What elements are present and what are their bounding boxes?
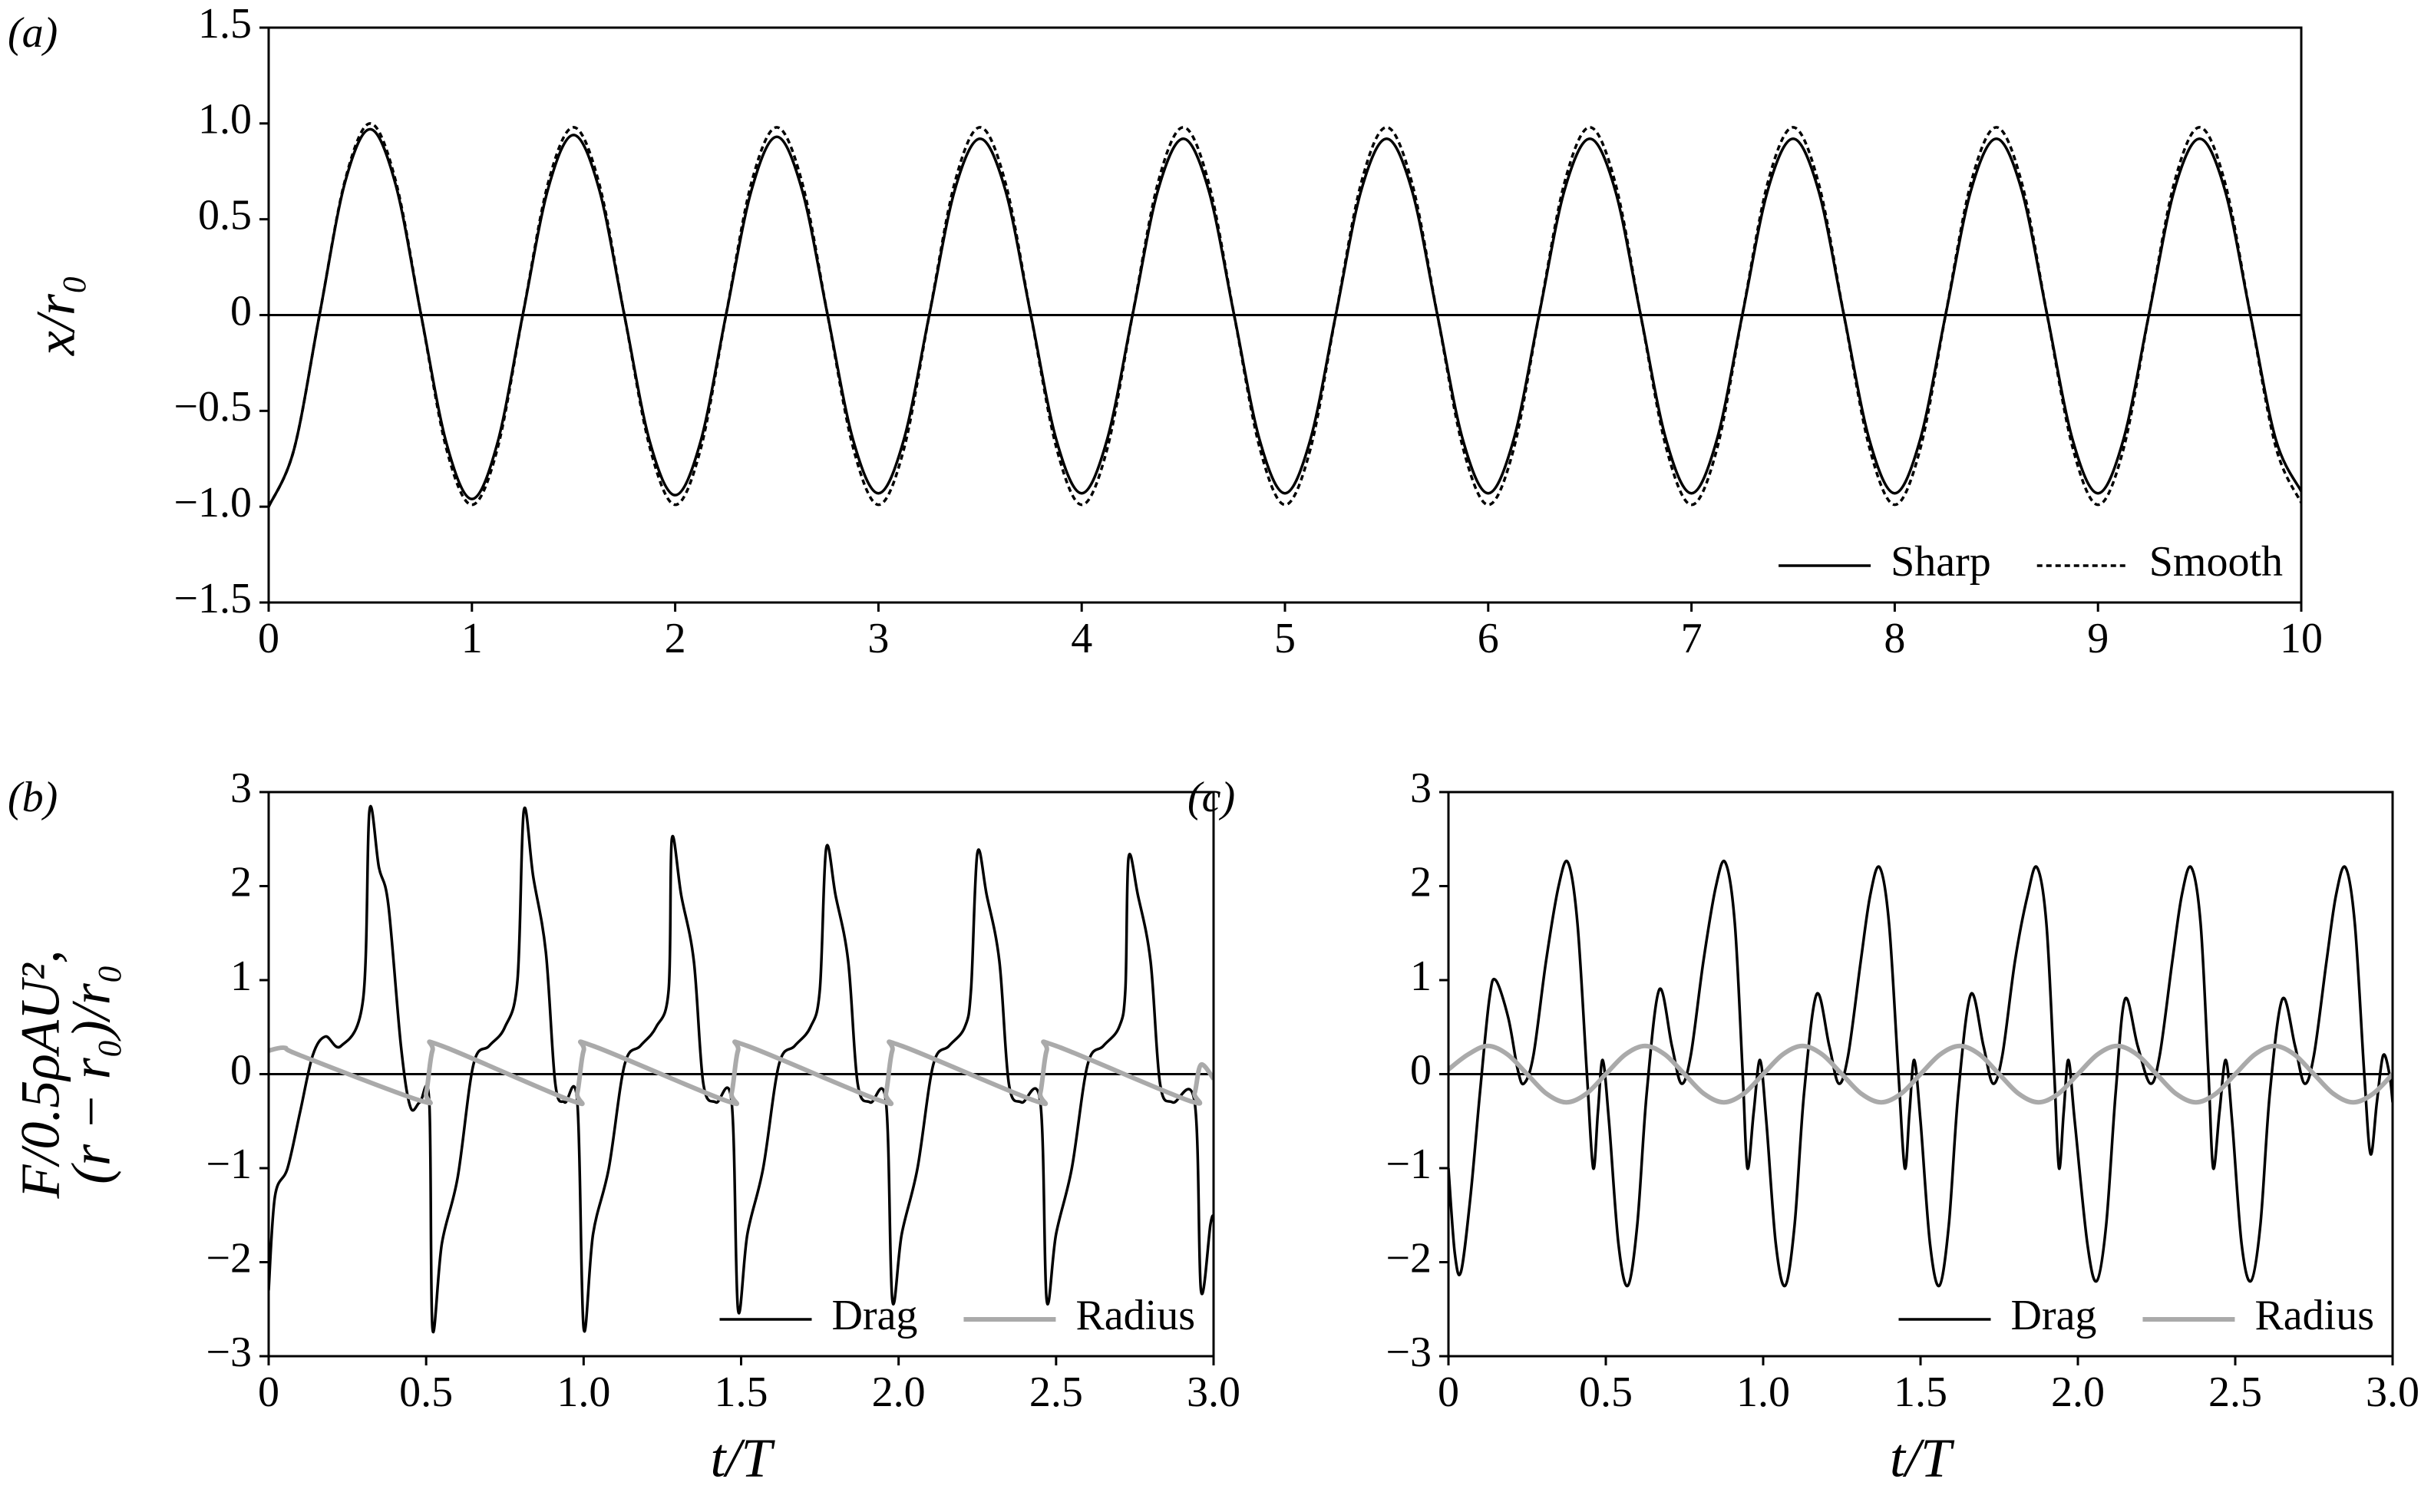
y-tick-label: −3 (206, 1329, 252, 1376)
x-tick-label: 9 (2087, 615, 2109, 662)
y-tick-label: 2 (1410, 858, 1432, 906)
y-tick-label: −1.0 (173, 479, 252, 527)
x-axis-label: t/T (710, 1428, 775, 1489)
x-tick-label: 1.5 (1894, 1368, 1947, 1416)
y-tick-label: 1.0 (198, 96, 252, 144)
y-axis-label: F/0.5ρAU², (10, 949, 71, 1199)
x-axis-label: t/T (1890, 1428, 1955, 1489)
plot-frame (267, 26, 2303, 604)
x-tick-label: 2.0 (872, 1368, 926, 1416)
x-tick-label: 10 (2280, 615, 2323, 662)
y-tick-label: −1 (1386, 1141, 1432, 1188)
y-tick-label: 0.5 (198, 192, 252, 239)
x-tick-label: 3.0 (1187, 1368, 1240, 1416)
x-tick-label: 6 (1478, 615, 1499, 662)
x-tick-label: 0.5 (399, 1368, 453, 1416)
legend-label: Radius (2254, 1292, 2374, 1339)
legend-label: Sharp (1891, 538, 1991, 586)
plot-frame (267, 791, 1215, 1358)
x-tick-label: 0.5 (1579, 1368, 1633, 1416)
x-tick-label: 3.0 (2366, 1368, 2419, 1416)
y-tick-label: 3 (230, 764, 252, 812)
x-tick-label: 2.5 (2208, 1368, 2262, 1416)
x-tick-label: 2.5 (1029, 1368, 1083, 1416)
panel-label: (b) (8, 774, 58, 821)
series-line (269, 122, 2301, 507)
y-tick-label: 1.5 (198, 0, 252, 48)
legend-label: Drag (2010, 1292, 2096, 1339)
y-tick-label: 0 (1410, 1046, 1432, 1094)
x-tick-label: 8 (1884, 615, 1905, 662)
x-tick-label: 1 (461, 615, 483, 662)
y-tick-label: −1.5 (173, 575, 252, 622)
y-tick-label: 0 (230, 287, 252, 335)
x-tick-label: 5 (1274, 615, 1296, 662)
y-tick-label: 1 (230, 952, 252, 1000)
y-axis-label: (r − r₀)/r₀ (61, 964, 122, 1184)
x-tick-label: 0 (258, 1368, 279, 1416)
y-tick-label: −3 (1386, 1329, 1432, 1376)
x-tick-label: 1.5 (715, 1368, 768, 1416)
x-tick-label: 0 (1438, 1368, 1459, 1416)
x-tick-label: 2 (665, 615, 686, 662)
series-line (269, 127, 2301, 507)
y-tick-label: 1 (1410, 952, 1432, 1000)
x-tick-label: 1.0 (1736, 1368, 1790, 1416)
x-tick-label: 1.0 (557, 1368, 610, 1416)
panel-label: (c) (1187, 774, 1235, 821)
series-line (269, 804, 1214, 1334)
y-tick-label: 2 (230, 858, 252, 906)
y-tick-label: −1 (206, 1141, 252, 1188)
legend-label: Smooth (2149, 538, 2283, 586)
y-tick-label: −2 (206, 1234, 252, 1282)
x-tick-label: 3 (867, 615, 889, 662)
series-line (1448, 860, 2393, 1288)
y-tick-label: 0 (230, 1046, 252, 1094)
legend-label: Radius (1075, 1292, 1195, 1339)
x-tick-label: 0 (258, 615, 279, 662)
x-tick-label: 2.0 (2051, 1368, 2105, 1416)
plot-frame (1447, 791, 2394, 1358)
y-tick-label: 3 (1410, 764, 1432, 812)
series-line (1448, 1043, 2393, 1105)
x-tick-label: 7 (1681, 615, 1703, 662)
panel-label: (a) (8, 9, 58, 57)
series-line (269, 1039, 1214, 1107)
y-axis-label: x/r₀ (25, 275, 87, 356)
y-tick-label: −2 (1386, 1234, 1432, 1282)
legend-label: Drag (831, 1292, 917, 1339)
x-tick-label: 4 (1071, 615, 1092, 662)
y-tick-label: −0.5 (173, 383, 252, 431)
